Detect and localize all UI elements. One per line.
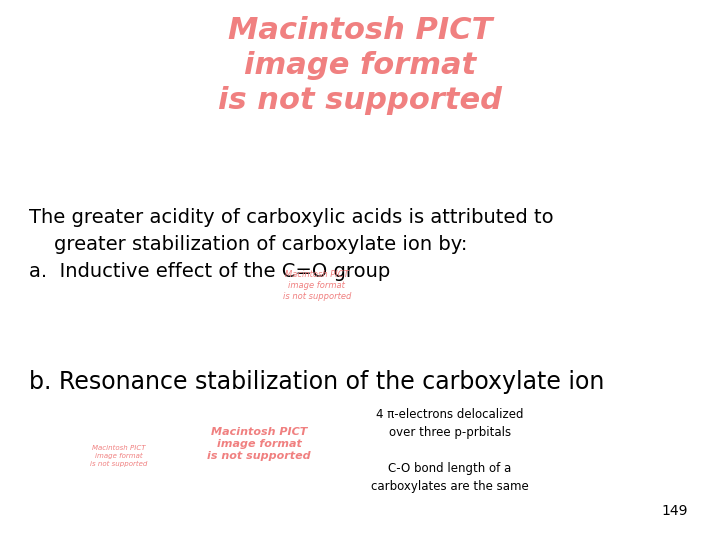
Text: greater stabilization of carboxylate ion by:: greater stabilization of carboxylate ion… (29, 235, 467, 254)
Text: Macintosh PICT
image format
is not supported: Macintosh PICT image format is not suppo… (283, 270, 351, 301)
Text: C-O bond length of a
carboxylates are the same: C-O bond length of a carboxylates are th… (371, 462, 529, 492)
Text: Macintosh PICT
image format
is not supported: Macintosh PICT image format is not suppo… (207, 427, 311, 461)
Text: Macintosh PICT
image format
is not supported: Macintosh PICT image format is not suppo… (218, 16, 502, 114)
Text: Macintosh PICT
image format
is not supported: Macintosh PICT image format is not suppo… (90, 446, 148, 467)
Text: 4 π-electrons delocalized
over three p-prbitals: 4 π-electrons delocalized over three p-p… (377, 408, 523, 438)
Text: The greater acidity of carboxylic acids is attributed to: The greater acidity of carboxylic acids … (29, 208, 554, 227)
Text: 149: 149 (661, 504, 688, 518)
Text: a.  Inductive effect of the C=O group: a. Inductive effect of the C=O group (29, 262, 390, 281)
Text: b. Resonance stabilization of the carboxylate ion: b. Resonance stabilization of the carbox… (29, 370, 604, 394)
